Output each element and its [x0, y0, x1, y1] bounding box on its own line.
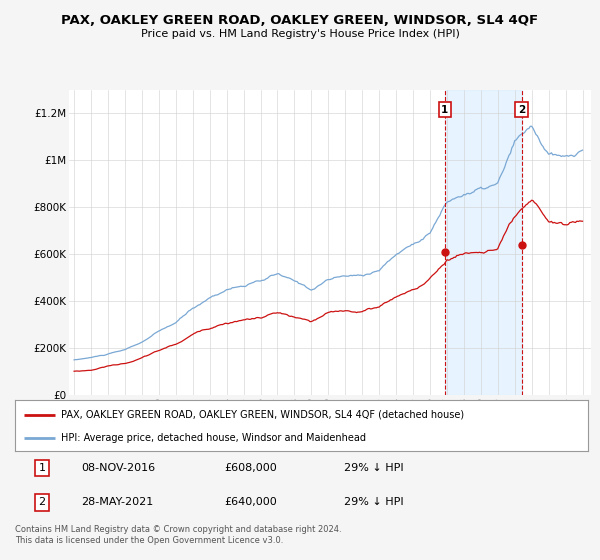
Text: 2: 2 [518, 105, 526, 115]
Text: 29% ↓ HPI: 29% ↓ HPI [344, 463, 404, 473]
Text: Price paid vs. HM Land Registry's House Price Index (HPI): Price paid vs. HM Land Registry's House … [140, 29, 460, 39]
Text: Contains HM Land Registry data © Crown copyright and database right 2024.
This d: Contains HM Land Registry data © Crown c… [15, 525, 341, 545]
Text: £640,000: £640,000 [224, 497, 277, 507]
Text: 1: 1 [38, 463, 46, 473]
Text: 29% ↓ HPI: 29% ↓ HPI [344, 497, 404, 507]
Text: £608,000: £608,000 [224, 463, 277, 473]
Text: HPI: Average price, detached house, Windsor and Maidenhead: HPI: Average price, detached house, Wind… [61, 433, 366, 443]
Bar [445, 90, 521, 395]
Text: PAX, OAKLEY GREEN ROAD, OAKLEY GREEN, WINDSOR, SL4 4QF (detached house): PAX, OAKLEY GREEN ROAD, OAKLEY GREEN, WI… [61, 409, 464, 419]
Text: 28-MAY-2021: 28-MAY-2021 [81, 497, 153, 507]
Text: 08-NOV-2016: 08-NOV-2016 [81, 463, 155, 473]
Text: 1: 1 [441, 105, 448, 115]
Text: PAX, OAKLEY GREEN ROAD, OAKLEY GREEN, WINDSOR, SL4 4QF: PAX, OAKLEY GREEN ROAD, OAKLEY GREEN, WI… [61, 14, 539, 27]
Text: 2: 2 [38, 497, 46, 507]
